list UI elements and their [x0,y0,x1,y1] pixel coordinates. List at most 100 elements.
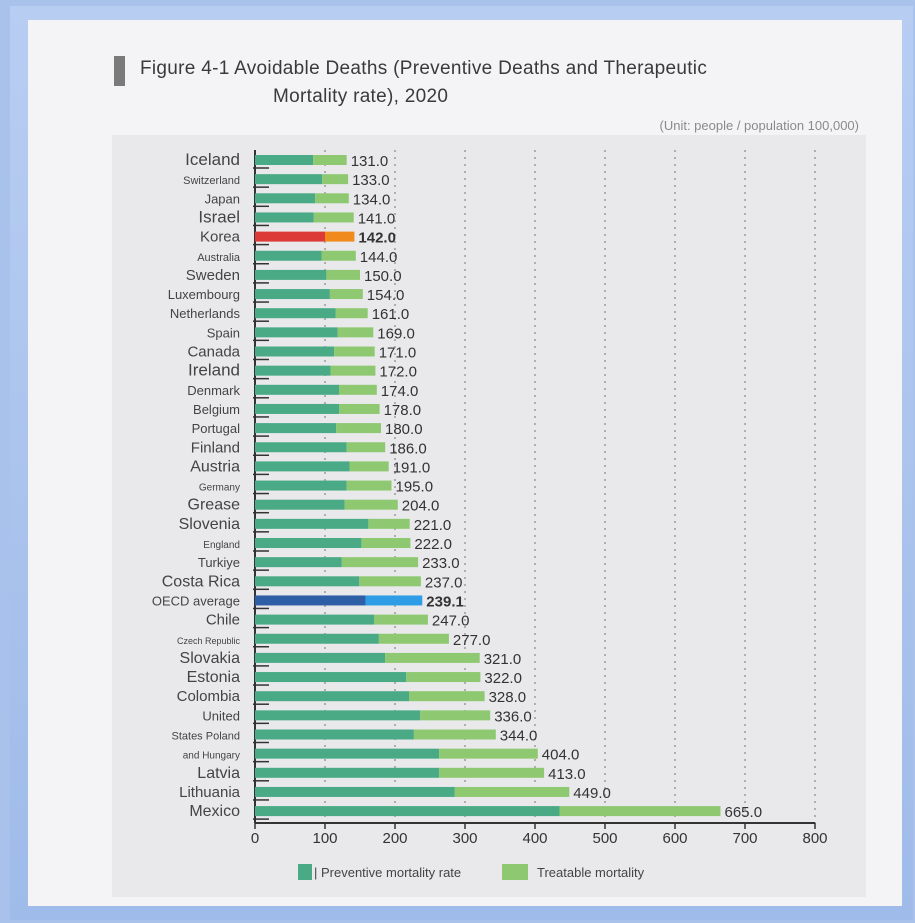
bar-treatable [439,748,538,759]
bar-preventive [255,155,314,165]
value-label: 150.0 [364,268,402,285]
bar-treatable [321,250,356,261]
value-label: 204.0 [402,498,440,515]
legend-label-preventive: | Preventive mortality rate [314,865,461,880]
bar-treatable [315,193,349,204]
bar-preventive [255,442,347,453]
bar-preventive [255,269,327,280]
unit-note: (Unit: people / population 100,000) [659,118,859,133]
value-label: 131.0 [351,153,389,170]
legend-label-treatable: Treatable mortality [537,865,645,880]
category-label: Japan [205,191,240,206]
category-label: Turkiye [198,555,240,570]
bar-preventive [255,557,342,568]
x-tick-label: 300 [452,830,477,847]
value-label: 321.0 [484,651,522,668]
value-label: 172.0 [379,364,417,381]
bar-treatable [420,710,491,721]
category-label: Slovenia [179,516,240,533]
value-label: 186.0 [389,440,427,457]
bar-treatable [322,174,349,185]
value-label: 328.0 [489,689,527,706]
bar-preventive [255,193,316,204]
bar-treatable [325,231,355,242]
bar-treatable [346,442,386,453]
category-label: Canada [187,344,240,361]
category-label: Finland [191,439,240,456]
x-tick-label: 0 [251,830,259,847]
bar-preventive [255,691,409,702]
bar-treatable [337,327,374,338]
value-label: 141.0 [358,210,396,227]
bar-preventive [255,365,331,376]
value-label: 178.0 [384,402,422,419]
category-label: States Poland [172,731,241,743]
category-label: Costa Rica [162,573,240,590]
bar-preventive [255,403,339,414]
bar-preventive [255,633,379,644]
bar-preventive [255,786,455,797]
bar-preventive [255,652,386,663]
value-label: 142.0 [358,230,396,247]
value-label: 180.0 [385,421,423,438]
bar-preventive [255,767,440,778]
bar-treatable [339,403,380,414]
bar-treatable [454,786,570,797]
bar-preventive [255,499,345,510]
category-label: Latvia [197,765,240,782]
bar-treatable [326,269,360,280]
category-label: Chile [206,612,240,629]
value-label: 239.1 [426,593,464,610]
bar-preventive [255,174,323,185]
bar-treatable [406,672,481,683]
bar-preventive [255,308,336,319]
bar-preventive [255,327,338,338]
category-label: Slovakia [180,650,241,667]
bar-treatable [385,652,480,663]
bar-treatable [339,384,377,395]
bar-treatable [365,595,423,606]
value-label: 169.0 [377,325,415,342]
bar-treatable [313,155,347,165]
bar-treatable [378,633,449,644]
bar-preventive [255,806,560,817]
x-tick-label: 600 [662,830,687,847]
legend-swatch-preventive [298,864,312,880]
bar-preventive [255,423,337,434]
bar-preventive [255,461,350,472]
bar-preventive [255,250,322,261]
bar-treatable [330,365,376,376]
bar-treatable [336,423,381,434]
bar-preventive [255,538,362,548]
category-label: Colombia [177,688,241,705]
bar-treatable [361,538,411,548]
category-label: OECD average [152,593,240,608]
category-label: Czech Republic [177,636,241,646]
x-tick-label: 100 [312,830,337,847]
bar-preventive [255,289,330,300]
value-label: 174.0 [381,383,419,400]
bar-preventive [255,614,374,625]
value-label: 134.0 [353,191,391,208]
value-label: 322.0 [484,670,522,687]
bar-treatable [413,729,496,740]
value-label: 336.0 [494,708,532,725]
value-label: 171.0 [379,345,417,362]
value-label: 133.0 [352,172,390,189]
bar-treatable [341,557,419,568]
value-label: 233.0 [422,555,460,572]
bar-preventive [255,384,339,395]
bar-treatable [313,212,354,223]
bar-preventive [255,518,369,529]
x-tick-label: 700 [732,830,757,847]
category-label: Austria [190,458,240,475]
x-tick-label: 500 [592,830,617,847]
value-label: 144.0 [360,249,398,266]
bar-treatable [344,499,398,510]
category-label: Iceland [185,150,240,169]
value-label: 154.0 [367,287,405,304]
bar-treatable [349,461,389,472]
category-label: Grease [188,497,241,514]
value-label: 191.0 [393,459,431,476]
